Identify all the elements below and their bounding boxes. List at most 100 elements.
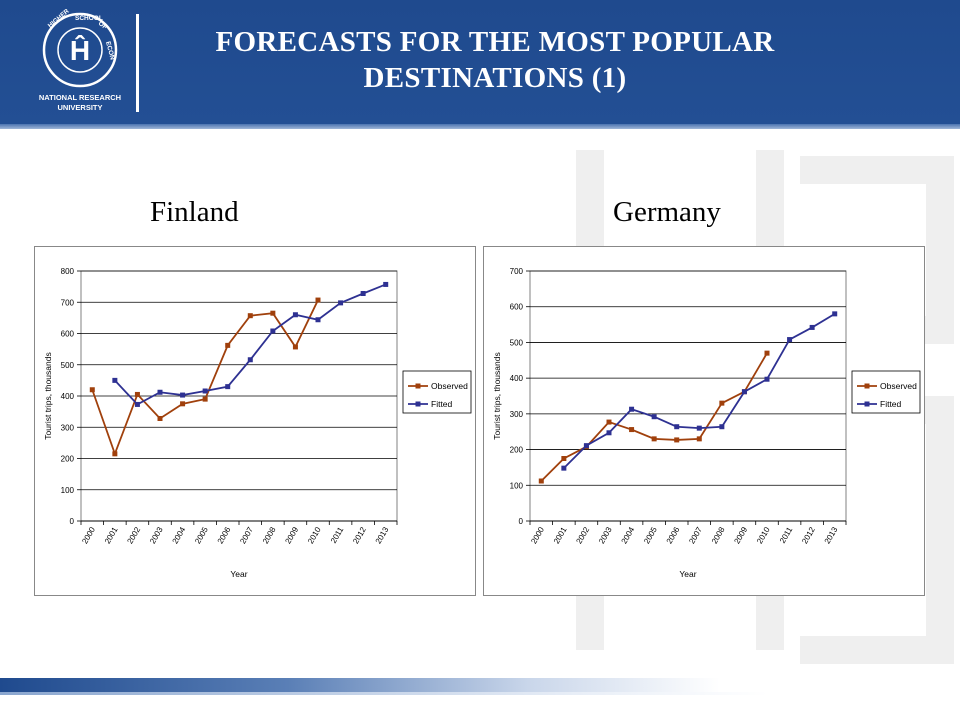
legend: Observed Fitted — [851, 370, 921, 414]
data-point-fitted — [225, 384, 231, 390]
chart-subtitle-germany: Germany — [613, 196, 721, 228]
data-point-observed — [629, 427, 635, 433]
data-point-observed — [719, 400, 725, 406]
svg-text:UNIVERSITY: UNIVERSITY — [57, 103, 102, 112]
data-point-fitted — [606, 430, 612, 436]
chart-panel-germany: 0 100 200 300 400 500 600 700 2000 2001 2002 2003 20… — [483, 246, 925, 596]
svg-text:SCHOOL: SCHOOL — [75, 15, 103, 22]
y-tick-label: 800 — [61, 267, 75, 276]
legend-label: Fitted — [431, 399, 453, 409]
data-point-fitted — [270, 328, 276, 334]
data-point-fitted — [247, 357, 253, 363]
x-tick-label: 2011 — [778, 525, 795, 545]
chart-panel-finland: 0 100 200 300 400 500 600 700 800 2000 2001 2002 200… — [34, 246, 476, 596]
data-point-observed — [674, 437, 680, 443]
x-axis-label: Year — [230, 569, 247, 579]
legend-label: Observed — [880, 381, 917, 391]
x-tick-label: 2003 — [148, 525, 165, 545]
data-point-fitted — [809, 324, 815, 330]
x-tick-label: 2006 — [216, 525, 233, 545]
x-tick-label: 2012 — [351, 525, 368, 545]
x-axis-label: Year — [679, 569, 696, 579]
x-tick-label: 2008 — [261, 525, 278, 545]
x-tick-label: 2012 — [800, 525, 817, 545]
title-line-2: DESTINATIONS (1) — [363, 62, 627, 94]
y-tick-label: 400 — [61, 392, 75, 401]
data-point-observed — [180, 401, 186, 407]
data-point-fitted — [787, 337, 793, 343]
legend-swatch-marker — [864, 401, 870, 407]
x-tick-label: 2006 — [665, 525, 682, 545]
x-tick-label: 2004 — [171, 525, 188, 545]
x-tick-label: 2001 — [103, 525, 120, 545]
data-point-fitted — [315, 317, 321, 323]
data-point-fitted — [338, 300, 344, 306]
svg-text:Ĥ: Ĥ — [70, 35, 90, 66]
data-point-fitted — [583, 443, 589, 449]
legend-swatch-marker — [415, 383, 421, 389]
data-point-fitted — [292, 312, 298, 318]
data-point-observed — [538, 478, 544, 484]
svg-text:ECON: ECON — [104, 41, 116, 61]
university-logo: HIGHER SCHOOL OF ECON Ĥ NATIONAL RESEARC… — [39, 8, 121, 112]
y-tick-label: 100 — [510, 481, 524, 490]
legend-box — [851, 370, 921, 414]
data-point-observed — [270, 310, 276, 316]
y-tick-label: 700 — [61, 298, 75, 307]
x-tick-label: 2008 — [710, 525, 727, 545]
svg-text:OF: OF — [97, 20, 108, 31]
logo-caption: NATIONAL RESEARCH — [39, 93, 121, 102]
svg-text:HIGHER: HIGHER — [47, 8, 71, 30]
y-tick-label: 100 — [61, 486, 75, 495]
footer-gradient-bar — [0, 678, 960, 692]
data-point-observed — [157, 416, 163, 421]
data-point-observed — [315, 297, 321, 303]
x-tick-label: 2000 — [80, 525, 97, 545]
data-point-observed — [89, 387, 95, 393]
y-tick-label: 600 — [61, 330, 75, 339]
x-tick-label: 2013 — [823, 525, 840, 545]
y-axis-label: Tourist trips, thousands — [43, 352, 53, 439]
y-axis-label: Tourist trips, thousands — [492, 352, 502, 439]
data-point-observed — [247, 313, 253, 319]
y-tick-label: 500 — [510, 338, 524, 347]
x-tick-label: 2013 — [374, 525, 391, 545]
data-point-observed — [292, 344, 298, 350]
chart-subtitle-finland: Finland — [150, 196, 239, 228]
data-point-fitted — [832, 311, 838, 317]
x-tick-label: 2009 — [732, 525, 749, 545]
x-tick-label: 2010 — [306, 525, 323, 545]
data-point-observed — [134, 391, 140, 397]
legend-swatch-marker — [864, 383, 870, 389]
data-point-fitted — [651, 414, 657, 420]
legend-label: Observed — [431, 381, 468, 391]
y-tick-label: 700 — [510, 267, 524, 276]
data-point-observed — [696, 436, 702, 442]
legend-swatch-marker — [415, 401, 421, 407]
x-tick-label: 2007 — [238, 525, 255, 545]
data-point-fitted — [383, 281, 389, 287]
data-point-fitted — [360, 291, 366, 296]
data-point-fitted — [561, 465, 567, 471]
data-point-observed — [651, 436, 657, 442]
x-tick-label: 2002 — [125, 525, 142, 545]
data-point-fitted — [764, 376, 770, 382]
data-point-observed — [561, 456, 567, 461]
data-point-fitted — [696, 425, 702, 431]
data-point-fitted — [180, 392, 186, 398]
y-tick-label: 200 — [61, 455, 75, 464]
x-tick-label: 2005 — [642, 525, 659, 545]
legend-box — [402, 370, 472, 414]
data-point-fitted — [202, 388, 208, 394]
data-point-observed — [112, 451, 118, 457]
data-point-fitted — [157, 389, 163, 395]
legend-label: Fitted — [880, 399, 902, 409]
page-title: FORECASTS FOR THE MOST POPULAR DESTINATI… — [150, 24, 840, 96]
data-point-observed — [225, 342, 231, 348]
x-tick-label: 2010 — [755, 525, 772, 545]
chart-finland: 0 100 200 300 400 500 600 700 800 2000 2001 2002 200… — [43, 267, 472, 579]
x-tick-label: 2004 — [620, 525, 637, 545]
data-point-observed — [764, 350, 770, 356]
y-tick-label: 600 — [510, 303, 524, 312]
y-tick-label: 300 — [61, 423, 75, 432]
